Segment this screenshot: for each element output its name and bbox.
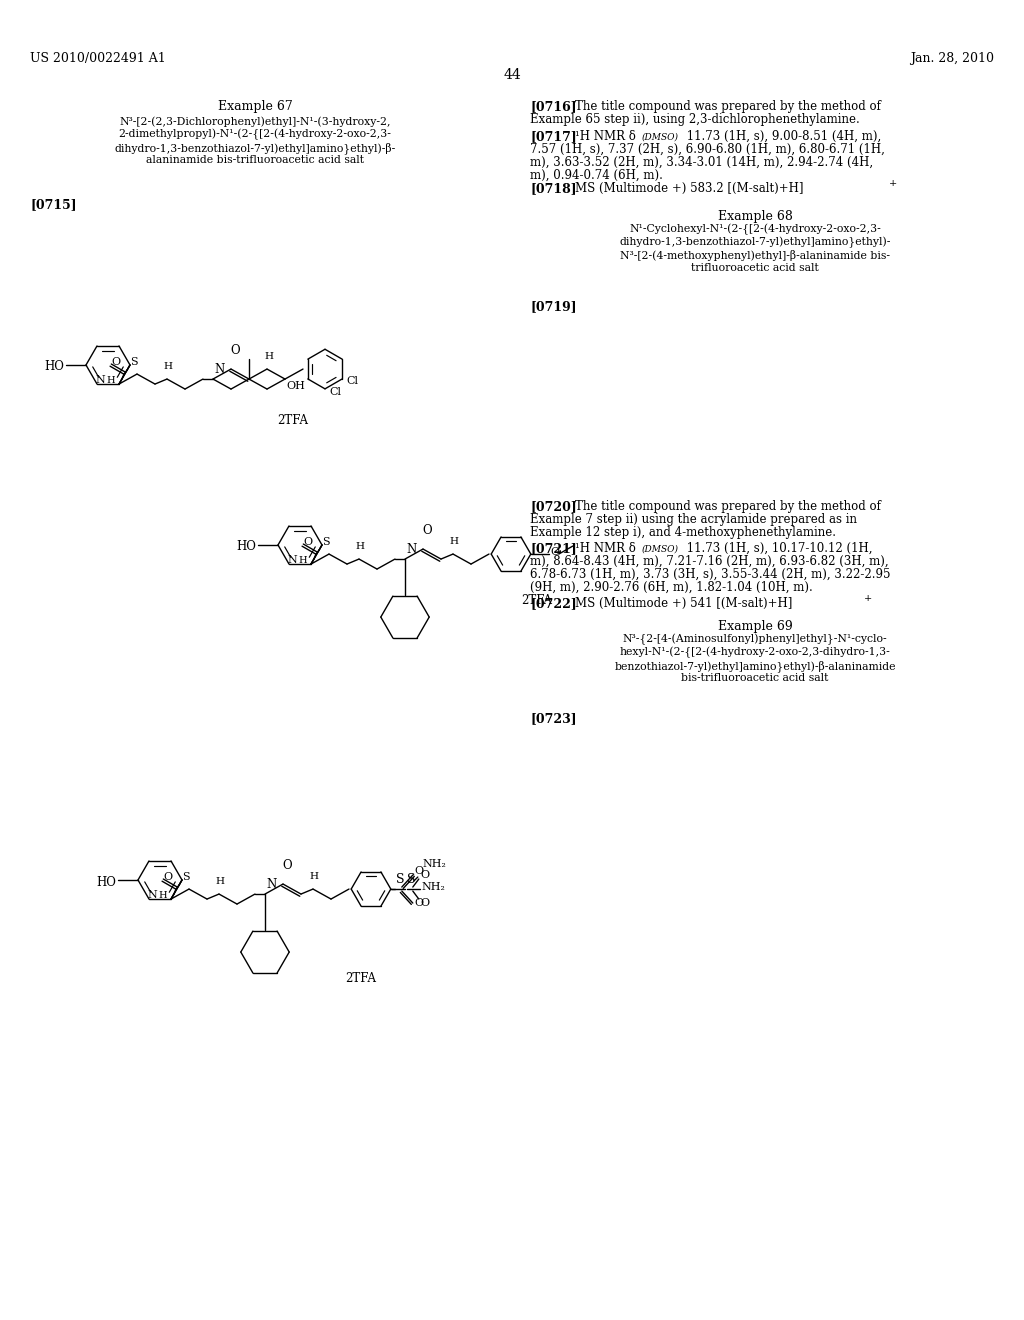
Text: N³-[2-(2,3-Dichlorophenyl)ethyl]-N¹-(3-hydroxy-2,: N³-[2-(2,3-Dichlorophenyl)ethyl]-N¹-(3-h…: [119, 116, 391, 127]
Text: 2TFA: 2TFA: [278, 414, 308, 428]
Text: H: H: [164, 362, 172, 371]
Text: (DMSO): (DMSO): [642, 133, 679, 143]
Text: N¹-Cyclohexyl-N¹-(2-{[2-(4-hydroxy-2-oxo-2,3-: N¹-Cyclohexyl-N¹-(2-{[2-(4-hydroxy-2-oxo…: [629, 224, 881, 235]
Text: S: S: [182, 873, 189, 882]
Text: dihydro-1,3-benzothiazol-7-yl)ethyl]amino}ethyl)-: dihydro-1,3-benzothiazol-7-yl)ethyl]amin…: [620, 238, 891, 248]
Text: hexyl-N¹-(2-{[2-(4-hydroxy-2-oxo-2,3-dihydro-1,3-: hexyl-N¹-(2-{[2-(4-hydroxy-2-oxo-2,3-dih…: [620, 647, 891, 659]
Text: US 2010/0022491 A1: US 2010/0022491 A1: [30, 51, 166, 65]
Text: [0720]: [0720]: [530, 500, 577, 513]
Text: 7.57 (1H, s), 7.37 (2H, s), 6.90-6.80 (1H, m), 6.80-6.71 (1H,: 7.57 (1H, s), 7.37 (2H, s), 6.90-6.80 (1…: [530, 143, 885, 156]
Text: Jan. 28, 2010: Jan. 28, 2010: [910, 51, 994, 65]
Text: [0721]: [0721]: [530, 543, 577, 554]
Text: H: H: [159, 891, 167, 900]
Text: N³-{2-[4-(Aminosulfonyl)phenyl]ethyl}-N¹-cyclo-: N³-{2-[4-(Aminosulfonyl)phenyl]ethyl}-N¹…: [623, 634, 888, 645]
Text: 2-dimethylpropyl)-N¹-(2-{[2-(4-hydroxy-2-oxo-2,3-: 2-dimethylpropyl)-N¹-(2-{[2-(4-hydroxy-2…: [119, 129, 391, 140]
Text: H: H: [309, 873, 318, 880]
Text: S: S: [407, 873, 416, 886]
Text: m), 0.94-0.74 (6H, m).: m), 0.94-0.74 (6H, m).: [530, 169, 663, 182]
Text: N: N: [288, 556, 297, 565]
Text: 11.73 (1H, s), 9.00-8.51 (4H, m),: 11.73 (1H, s), 9.00-8.51 (4H, m),: [683, 129, 882, 143]
Text: [0722]: [0722]: [530, 597, 577, 610]
Text: O: O: [422, 524, 432, 537]
Text: Example 69: Example 69: [718, 620, 793, 634]
Text: O: O: [111, 358, 120, 367]
Text: alaninamide bis-trifluoroacetic acid salt: alaninamide bis-trifluoroacetic acid sal…: [146, 154, 364, 165]
Text: m), 8.64-8.43 (4H, m), 7.21-7.16 (2H, m), 6.93-6.82 (3H, m),: m), 8.64-8.43 (4H, m), 7.21-7.16 (2H, m)…: [530, 554, 889, 568]
Text: N³-[2-(4-methoxyphenyl)ethyl]-β-alaninamide bis-: N³-[2-(4-methoxyphenyl)ethyl]-β-alaninam…: [620, 249, 890, 261]
Text: (DMSO): (DMSO): [642, 545, 679, 554]
Text: Example 7 step ii) using the acrylamide prepared as in: Example 7 step ii) using the acrylamide …: [530, 513, 857, 525]
Text: [0717]: [0717]: [530, 129, 577, 143]
Text: HO: HO: [237, 540, 256, 553]
Text: O: O: [230, 345, 240, 356]
Text: m), 3.63-3.52 (2H, m), 3.34-3.01 (14H, m), 2.94-2.74 (4H,: m), 3.63-3.52 (2H, m), 3.34-3.01 (14H, m…: [530, 156, 873, 169]
Text: Cl: Cl: [346, 376, 358, 385]
Text: O: O: [415, 866, 424, 876]
Text: 44: 44: [503, 69, 521, 82]
Text: (9H, m), 2.90-2.76 (6H, m), 1.82-1.04 (10H, m).: (9H, m), 2.90-2.76 (6H, m), 1.82-1.04 (1…: [530, 581, 813, 594]
Text: MS (Multimode +) 541 [(M-salt)+H]: MS (Multimode +) 541 [(M-salt)+H]: [575, 597, 793, 610]
Text: The title compound was prepared by the method of: The title compound was prepared by the m…: [575, 100, 881, 114]
Text: trifluoroacetic acid salt: trifluoroacetic acid salt: [691, 263, 819, 273]
Text: S: S: [323, 537, 330, 546]
Text: H: H: [264, 352, 273, 362]
Text: +: +: [864, 594, 872, 603]
Text: NH₂: NH₂: [422, 882, 445, 892]
Text: O: O: [283, 859, 292, 873]
Text: O: O: [163, 873, 172, 882]
Text: HO: HO: [44, 360, 63, 374]
Text: ¹H NMR δ: ¹H NMR δ: [575, 543, 636, 554]
Text: H: H: [106, 376, 115, 384]
Text: dihydro-1,3-benzothiazol-7-yl)ethyl]amino}ethyl)-β-: dihydro-1,3-benzothiazol-7-yl)ethyl]amin…: [115, 143, 395, 154]
Text: H: H: [215, 876, 224, 886]
Text: Example 67: Example 67: [218, 100, 293, 114]
Text: ¹H NMR δ: ¹H NMR δ: [575, 129, 636, 143]
Text: N: N: [266, 878, 276, 891]
Text: [0715]: [0715]: [30, 198, 77, 211]
Text: [0723]: [0723]: [530, 711, 577, 725]
Text: [0718]: [0718]: [530, 182, 577, 195]
Text: O: O: [421, 898, 430, 908]
Text: +: +: [889, 180, 897, 187]
Text: H: H: [355, 543, 365, 550]
Text: S: S: [396, 873, 404, 886]
Text: benzothiazol-7-yl)ethyl]amino}ethyl)-β-alaninamide: benzothiazol-7-yl)ethyl]amino}ethyl)-β-a…: [614, 660, 896, 672]
Text: Cl: Cl: [329, 387, 341, 397]
Text: S: S: [130, 358, 137, 367]
Text: H: H: [298, 556, 307, 565]
Text: Example 65 step ii), using 2,3-dichlorophenethylamine.: Example 65 step ii), using 2,3-dichlorop…: [530, 114, 860, 125]
Text: 6.78-6.73 (1H, m), 3.73 (3H, s), 3.55-3.44 (2H, m), 3.22-2.95: 6.78-6.73 (1H, m), 3.73 (3H, s), 3.55-3.…: [530, 568, 891, 581]
Text: O: O: [415, 898, 424, 908]
Text: H: H: [450, 537, 459, 546]
Text: [0716]: [0716]: [530, 100, 577, 114]
Text: NH₂: NH₂: [423, 859, 446, 869]
Text: N: N: [95, 375, 105, 385]
Text: N: N: [406, 543, 416, 556]
Text: The title compound was prepared by the method of: The title compound was prepared by the m…: [575, 500, 881, 513]
Text: bis-trifluoroacetic acid salt: bis-trifluoroacetic acid salt: [681, 673, 828, 682]
Text: O: O: [303, 537, 312, 548]
Text: 2TFA: 2TFA: [345, 972, 376, 985]
Text: [0719]: [0719]: [530, 300, 577, 313]
Text: N: N: [214, 363, 224, 376]
Text: N: N: [147, 890, 157, 900]
Text: 11.73 (1H, s), 10.17-10.12 (1H,: 11.73 (1H, s), 10.17-10.12 (1H,: [683, 543, 872, 554]
Text: OH: OH: [286, 381, 305, 391]
Text: 2TFA: 2TFA: [521, 594, 552, 607]
Text: O: O: [421, 870, 430, 880]
Text: Example 68: Example 68: [718, 210, 793, 223]
Text: Example 12 step i), and 4-methoxyphenethylamine.: Example 12 step i), and 4-methoxypheneth…: [530, 525, 836, 539]
Text: HO: HO: [96, 875, 116, 888]
Text: O: O: [551, 546, 560, 557]
Text: MS (Multimode +) 583.2 [(M-salt)+H]: MS (Multimode +) 583.2 [(M-salt)+H]: [575, 182, 804, 195]
